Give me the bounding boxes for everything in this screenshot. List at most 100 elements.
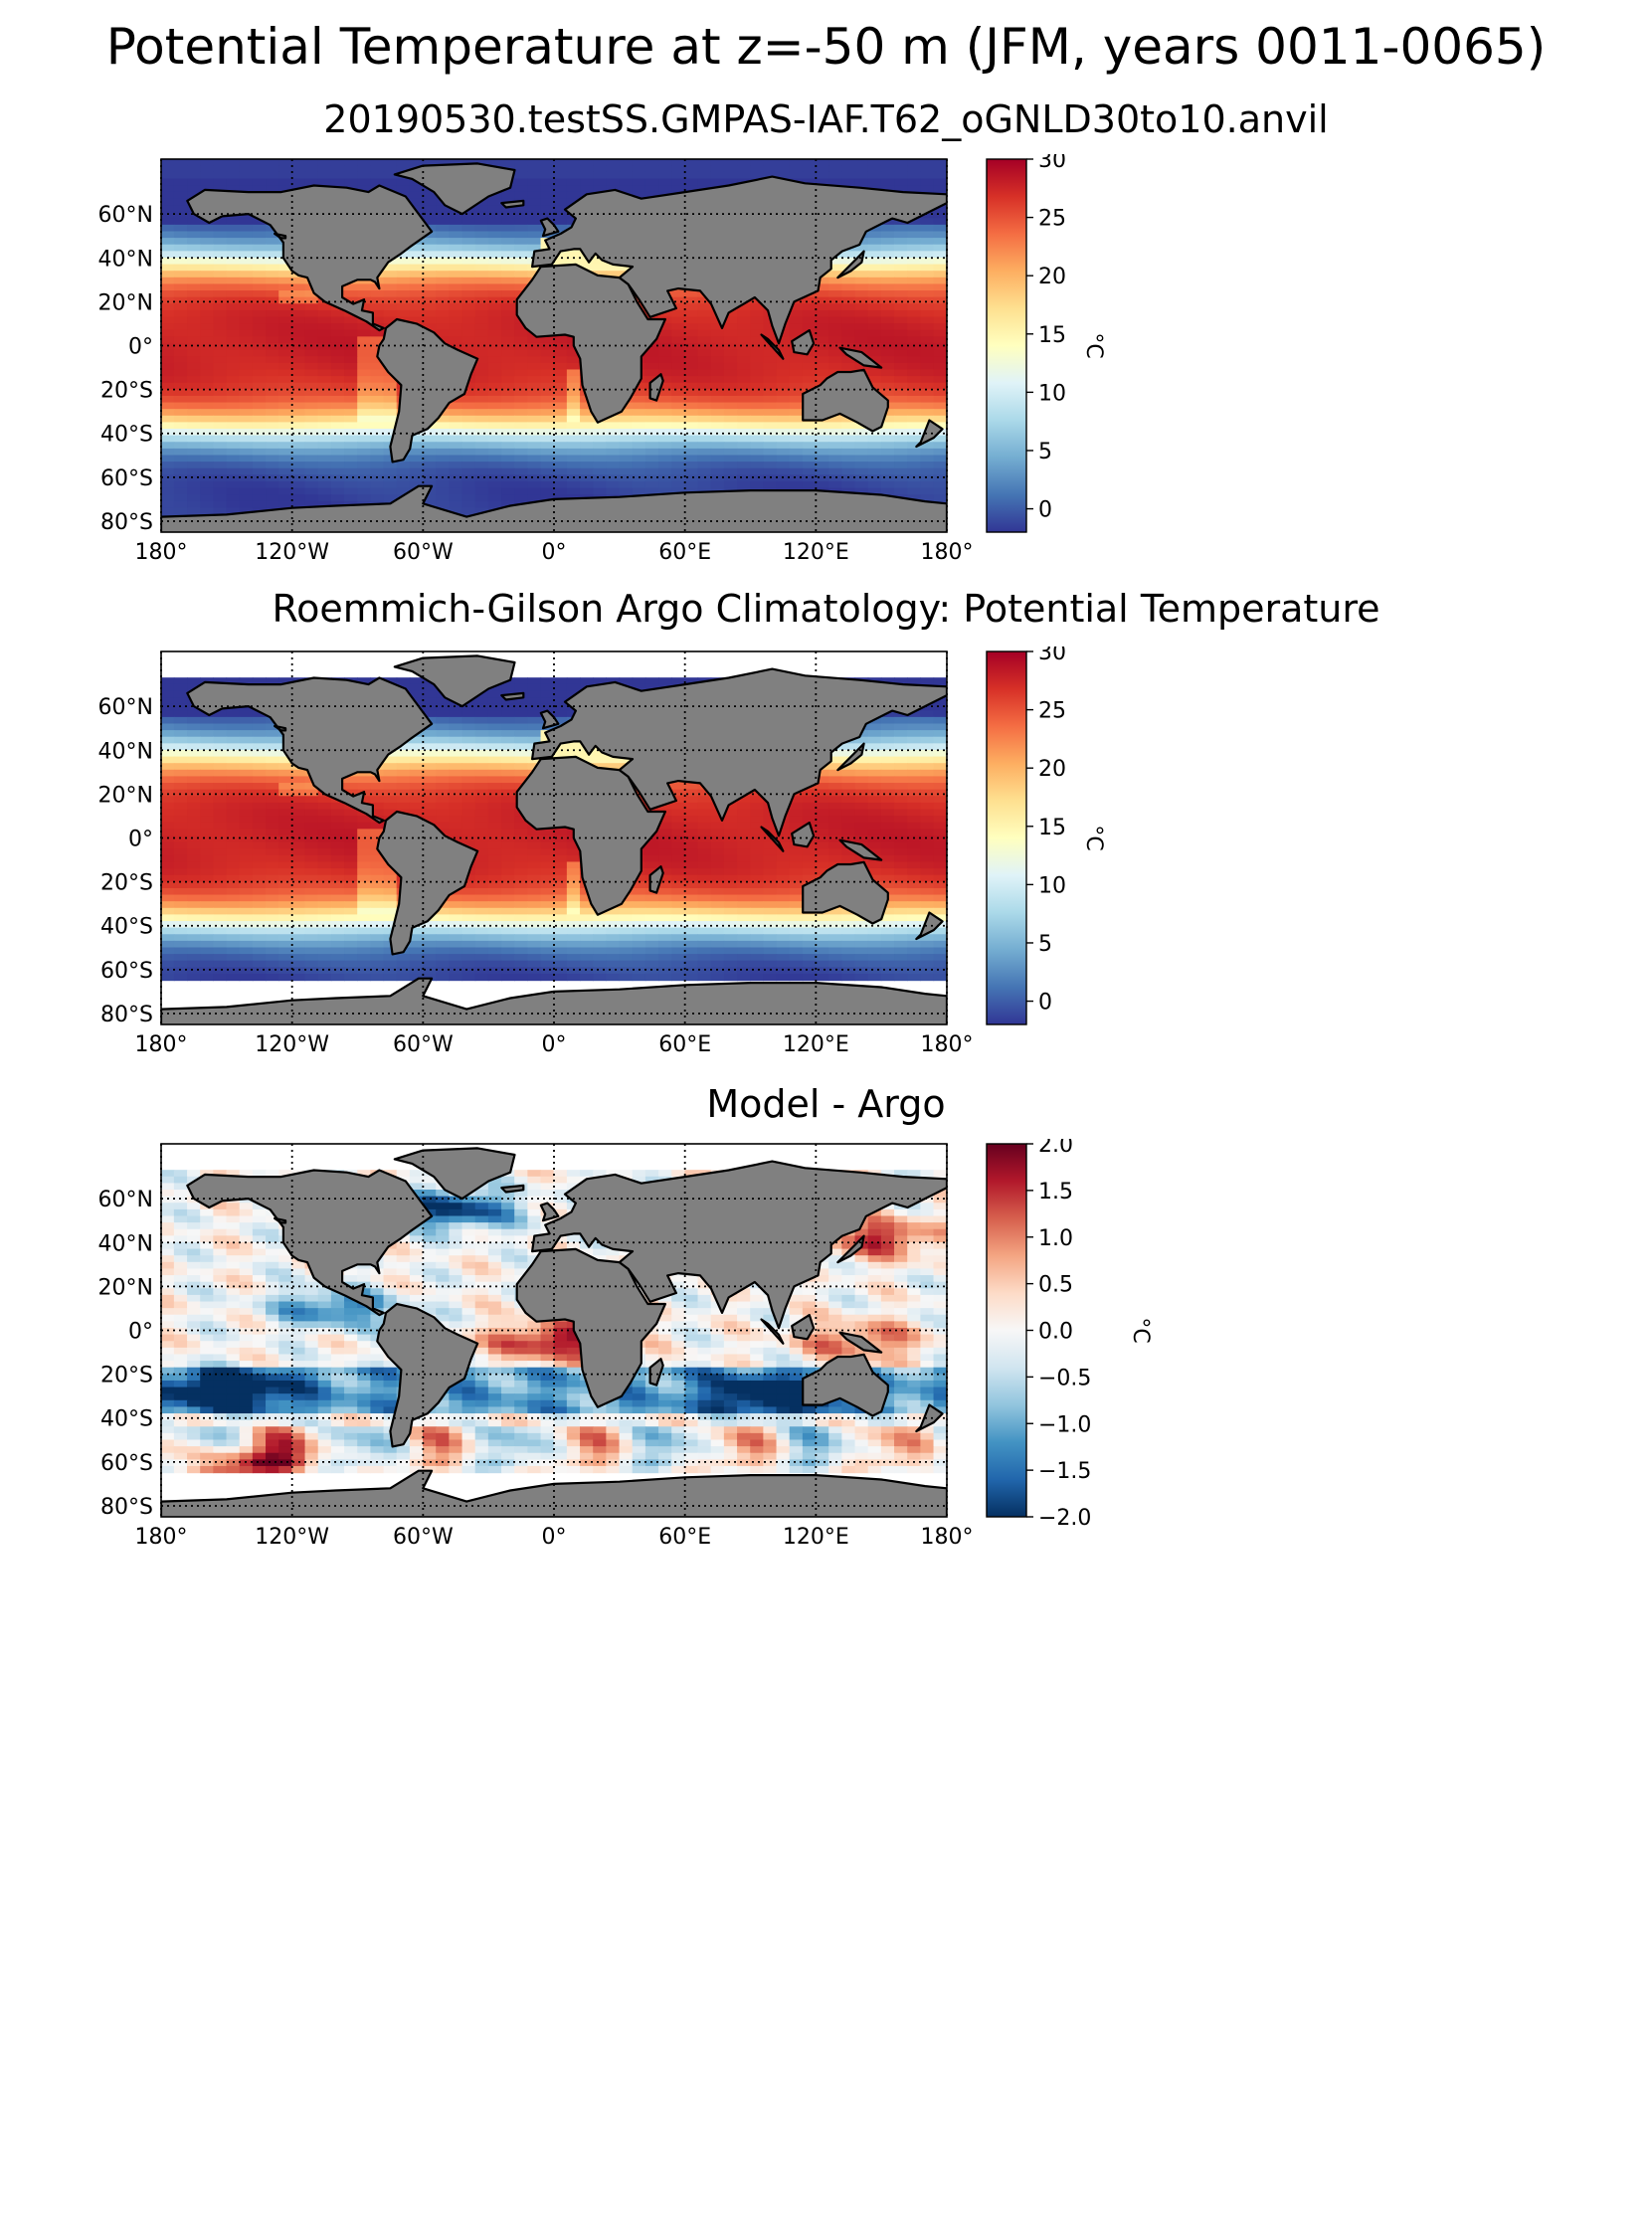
- colorbar-tick-label: −1.0: [1038, 1412, 1091, 1437]
- panel-3-title: Model - Argo: [706, 1082, 946, 1126]
- landmass-13: [648, 1358, 664, 1387]
- landmass-14: [915, 1403, 944, 1433]
- colorbar-tick-label: 15: [1038, 816, 1066, 840]
- landmass-12: [836, 742, 865, 772]
- colorbar: 30 25 20 15 10 5 0 °C: [986, 647, 1106, 1025]
- y-tick-label: 20°S: [100, 379, 153, 404]
- landmass-9: [838, 838, 883, 861]
- colorbar-tick-label: 1.5: [1038, 1180, 1073, 1204]
- landmass-13: [648, 373, 664, 402]
- y-tick-label: 20°S: [100, 871, 153, 896]
- landmass-7: [760, 1318, 785, 1345]
- y-tick-label: 40°S: [100, 915, 153, 940]
- x-tick-label: 60°W: [393, 540, 454, 565]
- colorbar-tick-label: 20: [1038, 265, 1066, 289]
- y-tick-label: 0°: [128, 828, 153, 852]
- landmass-6: [161, 484, 947, 532]
- landmass-5: [802, 1353, 889, 1417]
- landmass-12: [836, 250, 865, 279]
- y-tick-label: 80°S: [100, 1003, 153, 1027]
- landmass-6: [161, 977, 947, 1024]
- colorbar-tick-label: 25: [1038, 699, 1066, 724]
- x-tick-label: 180°: [921, 540, 974, 565]
- y-tick-label: 60°S: [100, 466, 153, 491]
- colorbar-tick-label: 25: [1038, 207, 1066, 232]
- y-tick-label: 0°: [128, 1320, 153, 1345]
- colorbar: 30 25 20 15 10 5 0 °C: [986, 154, 1106, 533]
- landmass-4: [531, 175, 947, 345]
- panel-model-map: 180° 120°W 60°W 0° 60°E 120°E 180° 60°N 40°N 20°N…: [98, 154, 1106, 565]
- landmass-8: [791, 822, 816, 848]
- map-layer: [161, 159, 947, 532]
- map-frame: [160, 1143, 948, 1518]
- x-tick-label: 180°: [135, 1032, 188, 1057]
- map-frame: [160, 158, 948, 533]
- landmass-14: [915, 911, 944, 941]
- landmass-15: [274, 724, 287, 732]
- colorbar-tick-label: −2.0: [1038, 1506, 1091, 1531]
- land-mask: [161, 654, 947, 1024]
- landmass-11: [500, 199, 525, 209]
- colorbar-tick-label: −1.5: [1038, 1459, 1091, 1484]
- x-tick-label: 180°: [921, 1525, 974, 1550]
- y-tick-label: 40°N: [98, 1231, 153, 1256]
- x-tick-label: 120°E: [783, 1032, 849, 1057]
- colorbar-tick-label: 5: [1038, 932, 1052, 957]
- landmass-7: [760, 826, 785, 852]
- landmass-8: [791, 1314, 816, 1341]
- colorbar-tick-label: −0.5: [1038, 1366, 1091, 1390]
- y-tick-label: 60°S: [100, 959, 153, 984]
- colorbar-tick-label: 5: [1038, 440, 1052, 464]
- y-tick-label: 40°N: [98, 739, 153, 764]
- map-frame: [160, 650, 948, 1025]
- colorbar-tick-label: 30: [1038, 647, 1066, 665]
- y-tick-label: 40°N: [98, 247, 153, 272]
- landmass-7: [760, 333, 785, 360]
- landmass-8: [791, 329, 816, 356]
- y-tick-label: 20°N: [98, 1275, 153, 1300]
- landmass-4: [531, 1160, 947, 1330]
- x-tick-label: 60°E: [658, 1032, 711, 1057]
- y-tick-label: 20°N: [98, 290, 153, 315]
- landmass-9: [838, 346, 883, 369]
- colorbar-tick-label: 0: [1038, 991, 1052, 1016]
- y-tick-label: 60°N: [98, 1188, 153, 1212]
- landmass-6: [161, 1469, 947, 1517]
- colorbar-tick-label: 1.0: [1038, 1226, 1073, 1251]
- y-tick-label: 60°S: [100, 1451, 153, 1476]
- colorbar-label: °C: [1081, 332, 1106, 358]
- landmass-12: [836, 1234, 865, 1264]
- landmass-14: [915, 419, 944, 449]
- panel-1-title: 20190530.testSS.GMPAS-IAF.T62_oGNLD30to1…: [323, 97, 1329, 141]
- colorbar-tick-label: 0.0: [1038, 1320, 1073, 1345]
- x-tick-label: 0°: [542, 1525, 567, 1550]
- x-tick-label: 120°E: [783, 540, 849, 565]
- landmass-1: [376, 810, 479, 956]
- landmass-11: [500, 1184, 525, 1194]
- y-tick-label: 60°N: [98, 203, 153, 228]
- landmass-2: [393, 162, 516, 216]
- y-tick-label: 20°S: [100, 1364, 153, 1389]
- landmass-15: [274, 232, 287, 240]
- colorbar-tick-label: 15: [1038, 323, 1066, 348]
- colorbar-label: °C: [1128, 1317, 1153, 1343]
- x-tick-label: 60°W: [393, 1525, 454, 1550]
- colorbar: 2.0 1.5 1.0 0.5 0.0 −0.5 −1.0 −1.5 −2.0 °C: [986, 1139, 1153, 1531]
- landmass-13: [648, 865, 664, 894]
- colorbar-gradient: [986, 650, 1027, 1025]
- colorbar-tick-label: 30: [1038, 154, 1066, 173]
- x-tick-label: 180°: [135, 540, 188, 565]
- x-tick-label: 120°W: [255, 540, 329, 565]
- landmass-5: [802, 368, 889, 433]
- x-tick-label: 180°: [135, 1525, 188, 1550]
- landmass-2: [393, 654, 516, 708]
- x-tick-label: 0°: [542, 540, 567, 565]
- y-tick-label: 80°S: [100, 510, 153, 535]
- landmass-5: [802, 860, 889, 925]
- y-tick-label: 40°S: [100, 1407, 153, 1432]
- landmass-9: [838, 1331, 883, 1354]
- landmass-2: [393, 1147, 516, 1201]
- panel-2-title: Roemmich-Gilson Argo Climatology: Potent…: [272, 587, 1380, 631]
- x-tick-label: 60°E: [658, 1525, 711, 1550]
- x-tick-label: 120°W: [255, 1525, 329, 1550]
